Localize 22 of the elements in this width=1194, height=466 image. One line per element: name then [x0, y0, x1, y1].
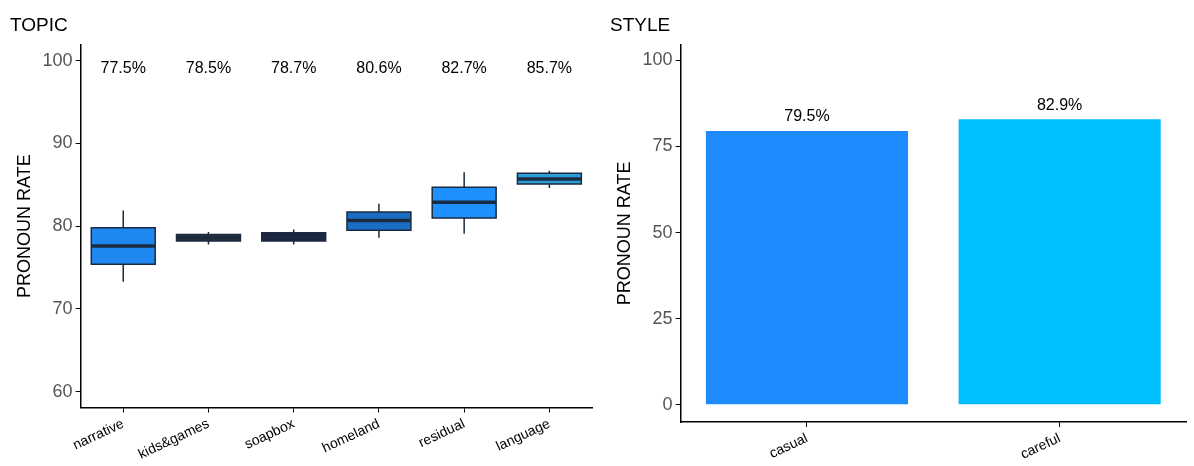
chart-title: STYLE: [610, 13, 671, 35]
y-tick-label: 75: [652, 135, 673, 156]
text: 78.5%: [185, 58, 232, 76]
chart-title: TOPIC: [10, 13, 68, 35]
text: 78.7%: [271, 58, 317, 76]
y-tick-label: 0: [662, 393, 673, 414]
y-tick-label: 100: [642, 49, 673, 70]
y-axis-title: PRONOUN RATE: [13, 154, 34, 299]
y-tick-label: 90: [52, 132, 73, 153]
y-tick-label: 80: [52, 215, 73, 236]
y-tick-label: 25: [652, 307, 673, 328]
y-axis-title: PRONOUN RATE: [613, 161, 634, 306]
text: 82.7%: [441, 58, 487, 76]
data-label: 82.9%: [1036, 95, 1083, 113]
y-tick-label: 70: [52, 297, 73, 318]
text: 80.6%: [356, 58, 402, 76]
text: 85.7%: [526, 58, 573, 76]
data-label: 79.5%: [784, 107, 830, 125]
y-tick-label: 50: [652, 221, 673, 242]
y-tick-label: 100: [42, 49, 73, 70]
y-tick-label: 60: [52, 380, 73, 401]
text: 77.5%: [100, 58, 146, 76]
